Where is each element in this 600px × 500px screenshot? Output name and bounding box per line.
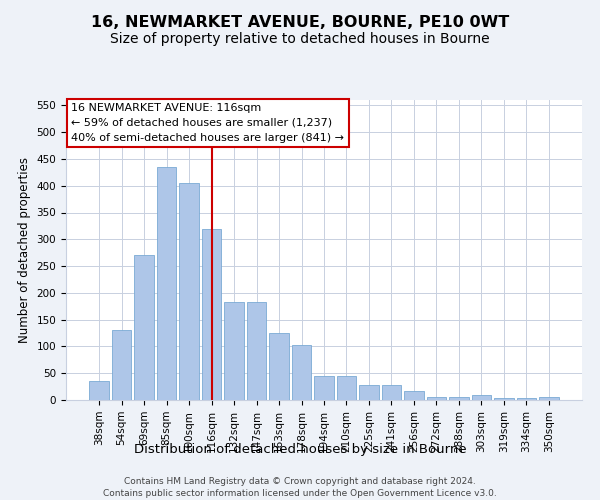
Text: 16, NEWMARKET AVENUE, BOURNE, PE10 0WT: 16, NEWMARKET AVENUE, BOURNE, PE10 0WT [91,15,509,30]
Bar [224,302,244,400]
Text: Distribution of detached houses by size in Bourne: Distribution of detached houses by size … [134,442,466,456]
Bar [157,167,176,400]
Bar [112,330,131,400]
Bar [382,385,401,400]
Bar [427,398,446,400]
Bar [494,398,514,400]
Bar [404,391,424,400]
Bar [269,333,289,400]
Bar [359,385,379,400]
Bar [202,228,221,400]
Bar [337,376,356,400]
Bar [134,256,154,400]
Text: Size of property relative to detached houses in Bourne: Size of property relative to detached ho… [110,32,490,46]
Bar [89,381,109,400]
Bar [539,398,559,400]
Text: Contains public sector information licensed under the Open Government Licence v3: Contains public sector information licen… [103,489,497,498]
Bar [449,398,469,400]
Bar [247,302,266,400]
Text: 16 NEWMARKET AVENUE: 116sqm
← 59% of detached houses are smaller (1,237)
40% of : 16 NEWMARKET AVENUE: 116sqm ← 59% of det… [71,103,344,142]
Y-axis label: Number of detached properties: Number of detached properties [18,157,31,343]
Bar [179,183,199,400]
Text: Contains HM Land Registry data © Crown copyright and database right 2024.: Contains HM Land Registry data © Crown c… [124,478,476,486]
Bar [472,394,491,400]
Bar [292,345,311,400]
Bar [517,398,536,400]
Bar [314,376,334,400]
